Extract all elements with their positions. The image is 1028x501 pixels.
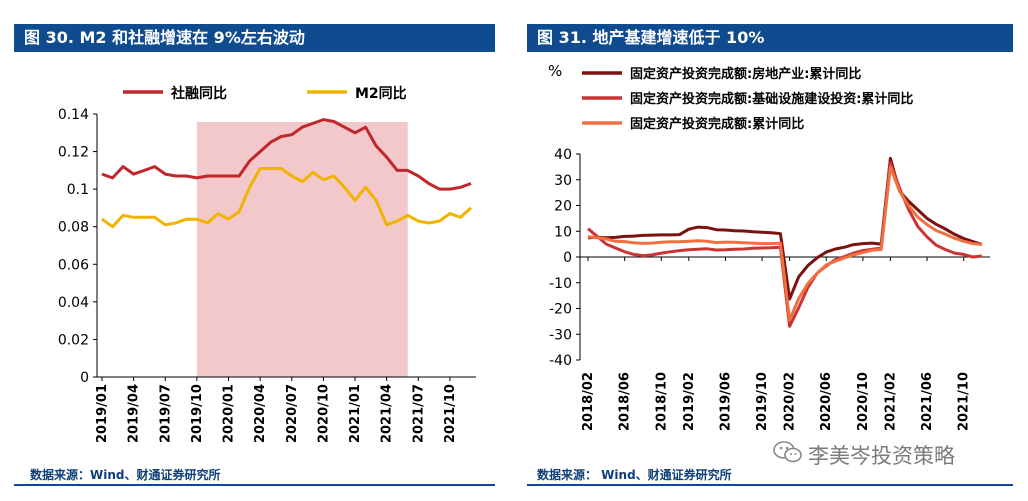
chart1-source: 数据来源：Wind、财通证券研究所 bbox=[30, 468, 221, 482]
y-tick-label: 0 bbox=[80, 370, 89, 386]
chart2-plot: % -40 -30 -20 -10 0 10 20 30 40 2018/02 2018/06 2018… bbox=[548, 62, 990, 431]
chart1-title: 图 30. M2 和社融增速在 9%左右波动 bbox=[24, 28, 305, 47]
series-line-3 bbox=[587, 165, 983, 322]
y-tick-label: 10 bbox=[554, 224, 572, 240]
y-tick-label: 30 bbox=[554, 173, 572, 189]
series-line-2 bbox=[101, 167, 473, 229]
unit-label: % bbox=[548, 62, 562, 80]
x-tick-label: 2019/10 bbox=[190, 384, 205, 443]
x-tick-label: 2021/04 bbox=[380, 384, 395, 443]
x-tick-label: 2019/10 bbox=[755, 372, 770, 431]
x-tick-label: 2020/07 bbox=[285, 384, 300, 443]
x-tick-label: 2020/10 bbox=[856, 372, 871, 431]
y-tick-label: 40 bbox=[554, 147, 572, 163]
x-tick-label: 2021/02 bbox=[883, 372, 898, 431]
chart1-plot: 0 0.02 0.04 0.06 0.08 0.1 0.12 0.14 2019/01 2019/… bbox=[58, 85, 476, 443]
y-tick-label: 0.06 bbox=[58, 257, 89, 273]
chart2-bottom-rule bbox=[527, 484, 1013, 486]
x-tick-label: 2019/01 bbox=[95, 384, 110, 443]
x-tick-label: 2020/10 bbox=[316, 384, 331, 443]
series-line-1 bbox=[101, 118, 472, 191]
chart1-bottom-rule bbox=[14, 484, 495, 486]
x-tick-label: 2020/02 bbox=[783, 372, 798, 431]
x-tick-label: 2018/02 bbox=[581, 372, 596, 431]
y-tick-label: -30 bbox=[549, 327, 572, 343]
series-line-1 bbox=[587, 156, 983, 301]
legend-label-3: 固定资产投资完成额:累计同比 bbox=[630, 116, 804, 132]
legend-label-2: 固定资产投资完成额:基础设施建设投资:累计同比 bbox=[630, 91, 913, 107]
y-tick-label: 20 bbox=[554, 199, 572, 215]
x-tick-label: 2019/06 bbox=[718, 372, 733, 431]
x-tick-label: 2020/06 bbox=[819, 372, 834, 431]
x-tick-label: 2018/06 bbox=[618, 372, 633, 431]
y-tick-label: 0 bbox=[563, 250, 572, 266]
legend-label-2: M2同比 bbox=[355, 85, 407, 102]
chart2-title-bar: 图 31. 地产基建增速低于 10% bbox=[527, 24, 1013, 52]
x-tick-label: 2020/01 bbox=[222, 384, 237, 443]
y-tick-label: 0.08 bbox=[58, 220, 89, 236]
y-tick-label: -20 bbox=[549, 302, 572, 318]
chart2-source: 数据来源： Wind、财通证券研究所 bbox=[537, 468, 732, 482]
x-tick-label: 2019/04 bbox=[127, 384, 142, 443]
x-tick-label: 2021/10 bbox=[443, 384, 458, 443]
x-tick-label: 2021/10 bbox=[957, 372, 972, 431]
y-tick-label: 0.1 bbox=[67, 182, 89, 198]
y-tick-label: 0.02 bbox=[58, 332, 89, 348]
y-tick-label: -40 bbox=[549, 353, 572, 369]
y-tick-label: 0.14 bbox=[58, 107, 89, 123]
x-tick-label: 2020/04 bbox=[253, 384, 268, 443]
y-tick-label: 0.04 bbox=[58, 295, 89, 311]
legend-label-1: 社融同比 bbox=[170, 85, 227, 102]
y-tick-label: 0.12 bbox=[58, 145, 89, 161]
x-tick-label: 2021/01 bbox=[348, 384, 363, 443]
x-tick-label: 2019/02 bbox=[682, 372, 697, 431]
x-tick-label: 2018/10 bbox=[654, 372, 669, 431]
shaded-period bbox=[196, 122, 408, 377]
x-tick-label: 2021/06 bbox=[920, 372, 935, 431]
wechat-icon bbox=[773, 441, 802, 463]
y-tick-label: -10 bbox=[549, 276, 572, 292]
watermark-text: 李美岑投资策略 bbox=[808, 444, 955, 468]
x-tick-label: 2021/07 bbox=[411, 384, 426, 443]
legend-label-1: 固定资产投资完成额:房地产业:累计同比 bbox=[630, 66, 861, 82]
chart1-title-bar: 图 30. M2 和社融增速在 9%左右波动 bbox=[14, 24, 495, 52]
x-tick-label: 2019/07 bbox=[158, 384, 173, 443]
chart2-title: 图 31. 地产基建增速低于 10% bbox=[537, 28, 765, 47]
